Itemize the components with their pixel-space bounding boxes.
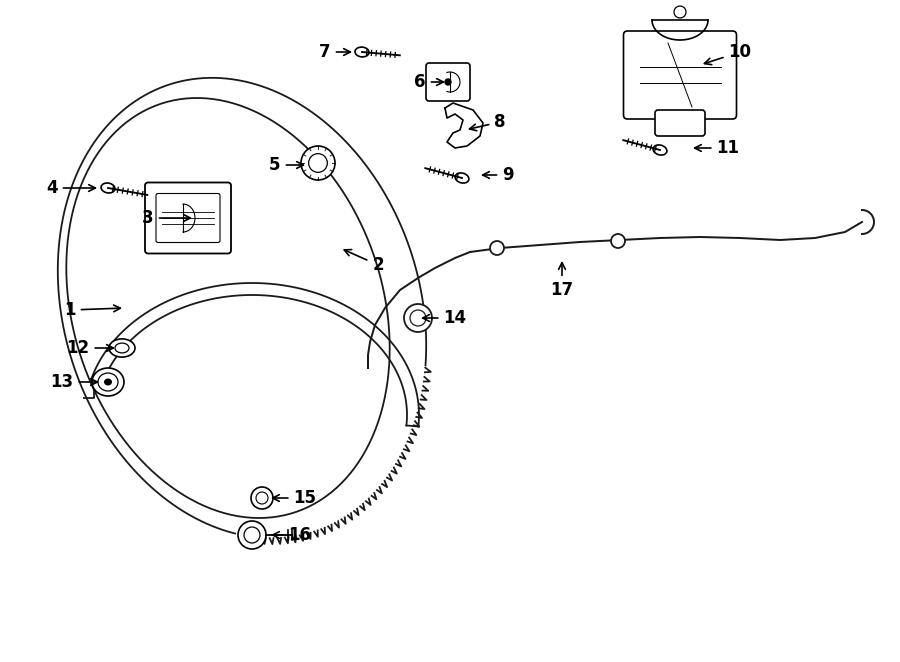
Circle shape: [410, 310, 426, 326]
Circle shape: [611, 234, 625, 248]
Text: 3: 3: [142, 209, 191, 227]
Circle shape: [256, 492, 268, 504]
FancyBboxPatch shape: [655, 110, 705, 136]
Ellipse shape: [104, 379, 112, 385]
Circle shape: [301, 146, 335, 180]
Circle shape: [309, 154, 328, 172]
Ellipse shape: [455, 173, 469, 183]
Text: 16: 16: [273, 526, 311, 544]
Text: 12: 12: [67, 339, 113, 357]
Text: 6: 6: [414, 73, 444, 91]
Ellipse shape: [92, 368, 124, 396]
Circle shape: [404, 304, 432, 332]
Text: 2: 2: [344, 250, 383, 274]
Ellipse shape: [653, 145, 667, 155]
Text: 17: 17: [551, 263, 573, 299]
FancyBboxPatch shape: [624, 31, 736, 119]
Text: 8: 8: [470, 113, 506, 131]
FancyBboxPatch shape: [145, 183, 231, 254]
FancyBboxPatch shape: [156, 193, 220, 242]
Text: 14: 14: [423, 309, 466, 327]
Text: 5: 5: [269, 156, 303, 174]
FancyBboxPatch shape: [426, 63, 470, 101]
Text: 4: 4: [46, 179, 95, 197]
Circle shape: [445, 79, 451, 85]
Text: 15: 15: [273, 489, 317, 507]
Circle shape: [490, 241, 504, 255]
Ellipse shape: [98, 373, 118, 391]
Ellipse shape: [355, 47, 369, 57]
Text: 11: 11: [695, 139, 740, 157]
Ellipse shape: [109, 339, 135, 357]
Ellipse shape: [115, 343, 129, 353]
Ellipse shape: [101, 183, 115, 193]
Circle shape: [251, 487, 273, 509]
Text: 10: 10: [705, 43, 752, 65]
Circle shape: [244, 527, 260, 543]
Text: 1: 1: [64, 301, 121, 319]
Circle shape: [238, 521, 266, 549]
Text: 13: 13: [50, 373, 97, 391]
Text: 7: 7: [320, 43, 350, 61]
Circle shape: [674, 6, 686, 18]
Text: 9: 9: [482, 166, 514, 184]
